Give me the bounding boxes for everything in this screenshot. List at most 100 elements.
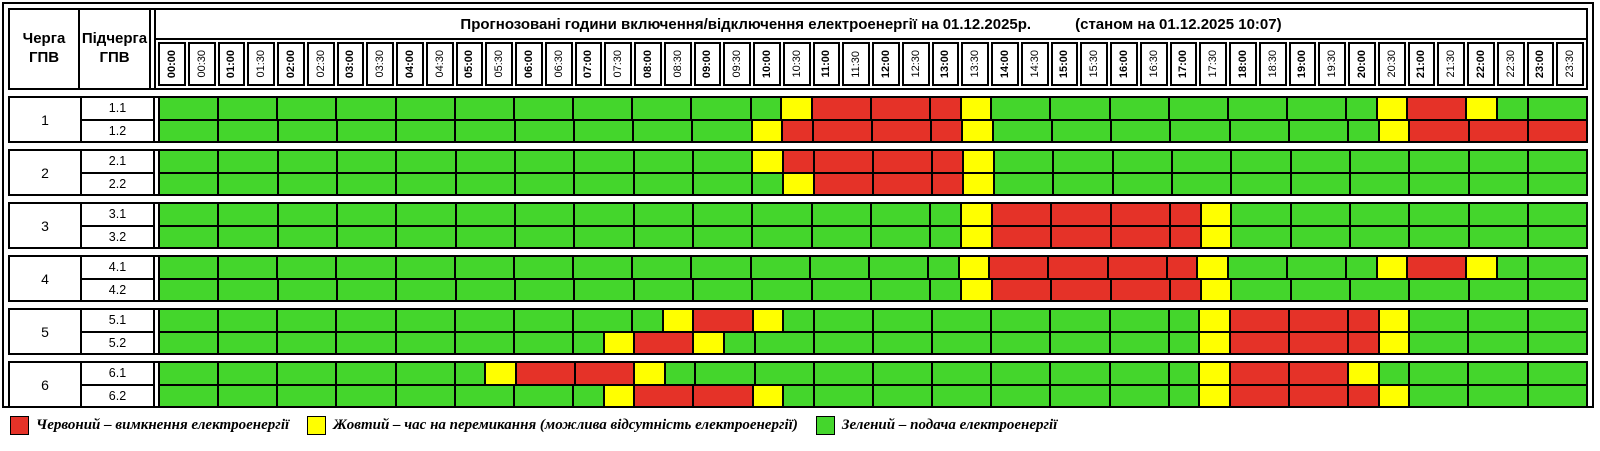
slot-cell — [160, 310, 189, 331]
slot-cell — [962, 120, 994, 141]
slot-cell — [247, 363, 279, 384]
slot-cell — [1051, 332, 1080, 353]
slot-cell — [485, 173, 517, 194]
slot-cell — [1291, 204, 1321, 225]
slot-cell — [1349, 310, 1380, 331]
legend-label: Зелений – подача електроенергії — [841, 417, 1058, 433]
slot-cell — [1259, 385, 1290, 406]
slot-cell — [1438, 332, 1470, 353]
queue-number: 3 — [10, 204, 82, 247]
slot-cell — [933, 173, 965, 194]
slot-cell — [1318, 310, 1350, 331]
time-header-cell: 23:00 — [1526, 42, 1555, 86]
slot-cell — [1257, 98, 1288, 119]
slot-cell — [160, 204, 189, 225]
slot-cell — [813, 120, 843, 141]
slot-cell — [1349, 385, 1380, 406]
time-label: 17:30 — [1207, 50, 1220, 78]
slot-cell — [1289, 332, 1319, 353]
queue-band-3: 3 3.1 3.2 — [8, 202, 1588, 249]
time-header-cell: 03:00 — [336, 42, 365, 86]
slot-cell — [366, 98, 397, 119]
slot-cell — [278, 332, 307, 353]
slot-cell — [366, 151, 398, 172]
slot-cell — [248, 173, 279, 194]
slot-cell — [961, 332, 993, 353]
slot-cell — [843, 363, 874, 384]
slot-cell — [814, 173, 844, 194]
slot-cell — [1438, 310, 1470, 331]
slot-cell — [901, 120, 933, 141]
slot-cell — [1020, 385, 1052, 406]
time-header-cell: 14:00 — [991, 42, 1019, 86]
slot-cell — [1289, 385, 1319, 406]
slot-cell — [1228, 98, 1258, 119]
slot-cell — [188, 279, 220, 300]
time-header-cell: 07:00 — [574, 42, 603, 86]
slot-cell — [1438, 204, 1470, 225]
slot-cell — [841, 279, 873, 300]
slot-cell — [160, 151, 189, 172]
slot-cell — [425, 120, 457, 141]
slot-cell — [1079, 332, 1111, 353]
slot-cell — [1410, 363, 1439, 384]
slot-cell — [455, 257, 485, 278]
time-header-cell: 13:00 — [931, 42, 960, 86]
slot-cell — [160, 363, 189, 384]
slot-cell — [1498, 120, 1529, 141]
time-label: 11:30 — [850, 50, 863, 78]
slot-cell — [1469, 204, 1499, 225]
slot-grid — [158, 363, 1586, 406]
time-header-cell: 23:30 — [1556, 42, 1584, 86]
time-label: 11:00 — [820, 50, 833, 78]
slot-cell — [722, 279, 754, 300]
slot-cell — [188, 204, 220, 225]
slot-cell — [1557, 204, 1587, 225]
slot-cell — [188, 120, 220, 141]
subqueue-label-6.1: 6.1 — [108, 366, 127, 381]
time-label: 08:30 — [671, 50, 684, 78]
slot-cell — [1289, 363, 1319, 384]
slot-row-3.2 — [160, 224, 1587, 247]
slot-cell — [219, 120, 248, 141]
slot-cell — [633, 310, 664, 331]
slot-cell — [544, 204, 576, 225]
slot-cell — [514, 385, 544, 406]
slot-cell — [1110, 310, 1140, 331]
time-header-cell: 00:30 — [187, 42, 216, 86]
queue-band-1: 1 1.1 1.2 — [8, 96, 1588, 143]
slot-cell — [484, 332, 515, 353]
slot-cell — [1498, 173, 1529, 194]
slot-cell — [1379, 173, 1411, 194]
slot-cell — [1021, 279, 1053, 300]
time-label: 05:30 — [493, 50, 506, 78]
time-label: 15:00 — [1058, 49, 1071, 79]
slot-cell — [1169, 98, 1199, 119]
queue-number: 4 — [10, 257, 82, 300]
slot-cell — [1172, 173, 1202, 194]
slot-row-3.1 — [160, 204, 1587, 225]
slot-cell — [1259, 332, 1290, 353]
time-label: 07:00 — [582, 49, 595, 79]
slot-cell — [1113, 173, 1143, 194]
slot-cell — [1408, 98, 1437, 119]
slot-cell — [337, 363, 367, 384]
subqueue-label-4.2: 4.2 — [82, 277, 153, 301]
slot-row-6.1 — [160, 363, 1586, 384]
slot-cell — [1079, 98, 1111, 119]
slot-cell — [1142, 151, 1173, 172]
slot-cell — [1259, 363, 1290, 384]
slot-cell — [1377, 257, 1409, 278]
slot-cell — [1316, 257, 1348, 278]
slot-cell — [1528, 173, 1558, 194]
slot-cell — [1112, 120, 1141, 141]
slot-cell — [543, 332, 575, 353]
slot-row-5.1 — [160, 310, 1586, 331]
slot-cell — [931, 279, 963, 300]
slot-cell — [1018, 257, 1050, 278]
time-header-cell: 14:30 — [1020, 42, 1049, 86]
slot-cell — [1349, 120, 1380, 141]
slot-cell — [873, 363, 903, 384]
legend-swatch-R — [10, 416, 29, 435]
time-label: 02:00 — [284, 49, 297, 79]
